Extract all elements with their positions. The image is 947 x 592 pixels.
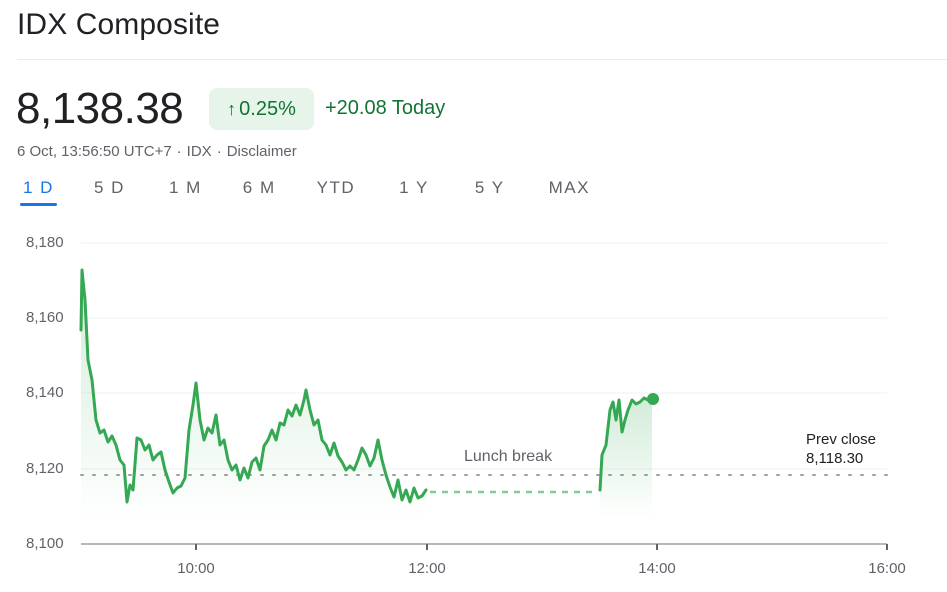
disclaimer-link[interactable]: Disclaimer <box>226 143 297 160</box>
current-point-marker <box>647 393 659 405</box>
prev-close-annotation: Prev close 8,118.30 <box>806 430 876 468</box>
area-fill-afternoon <box>600 398 652 520</box>
y-tick-8180: 8,180 <box>26 234 64 251</box>
area-fill-morning <box>81 270 426 520</box>
y-tick-8160: 8,160 <box>26 309 64 326</box>
quote-meta: 6 Oct, 13:56:50 UTC+7 · IDX · Disclaimer <box>17 143 297 160</box>
prev-close-label: Prev close <box>806 431 877 448</box>
x-tick-1600: 16:00 <box>868 560 906 577</box>
tab-1m[interactable]: 1 M <box>168 178 202 197</box>
arrow-up-icon: ↑ <box>227 98 237 119</box>
current-price: 8,138.38 <box>16 84 184 133</box>
tab-max[interactable]: MAX <box>548 178 590 197</box>
tab-5y[interactable]: 5 Y <box>474 178 505 197</box>
price-line-afternoon <box>598 396 654 492</box>
y-tick-8120: 8,120 <box>26 460 64 477</box>
x-tick-1200: 12:00 <box>408 560 446 577</box>
lunch-break-label: Lunch break <box>464 448 553 465</box>
prev-close-value: 8,118.30 <box>806 450 864 467</box>
tab-1d[interactable]: 1 D <box>20 178 57 206</box>
change-percent-badge: ↑ 0.25% <box>209 88 314 130</box>
tab-ytd[interactable]: YTD <box>316 178 356 197</box>
tab-6m[interactable]: 6 M <box>242 178 276 197</box>
price-line-morning <box>79 268 428 504</box>
y-tick-8100: 8,100 <box>26 535 64 552</box>
x-tick-1000: 10:00 <box>177 560 215 577</box>
page-title: IDX Composite <box>17 8 221 41</box>
header-divider <box>17 59 947 60</box>
price-chart[interactable]: 8,180 8,160 8,140 8,120 8,100 10:00 12:0… <box>0 220 947 592</box>
timestamp: 6 Oct, 13:56:50 UTC+7 <box>17 143 172 160</box>
y-tick-8140: 8,140 <box>26 384 64 401</box>
tab-5d[interactable]: 5 D <box>93 178 125 197</box>
x-ticks <box>195 544 888 550</box>
tab-1y[interactable]: 1 Y <box>399 178 429 197</box>
chart-plot <box>79 242 888 550</box>
change-today: +20.08 Today <box>325 97 446 119</box>
x-tick-1400: 14:00 <box>638 560 676 577</box>
change-percent: 0.25% <box>239 97 296 120</box>
exchange-link[interactable]: IDX <box>186 143 212 160</box>
range-tabs: 1 D 5 D 1 M 6 M YTD 1 Y 5 Y MAX <box>20 178 593 206</box>
